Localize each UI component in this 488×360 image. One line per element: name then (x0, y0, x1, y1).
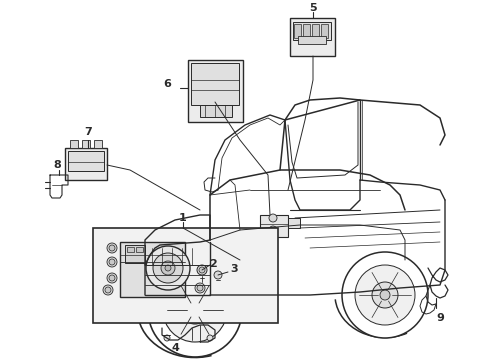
Bar (68, 151, 104, 171)
Bar (94, 140, 102, 148)
Circle shape (197, 265, 206, 275)
Bar (191, 63, 239, 105)
Circle shape (214, 271, 222, 279)
Bar (70, 140, 78, 148)
Circle shape (105, 287, 111, 293)
Bar (289, 18, 334, 56)
Bar (297, 36, 325, 44)
Bar (293, 24, 301, 38)
Circle shape (107, 257, 117, 267)
Circle shape (153, 253, 183, 283)
Circle shape (109, 245, 115, 251)
Circle shape (161, 261, 175, 275)
Circle shape (103, 285, 113, 295)
Bar (303, 24, 309, 38)
Bar (65, 148, 107, 180)
Bar (82, 140, 90, 148)
Circle shape (195, 283, 204, 293)
Bar (287, 218, 299, 228)
Text: 4: 4 (171, 343, 179, 353)
Circle shape (164, 265, 171, 271)
Bar (152, 248, 202, 265)
Bar (93, 228, 278, 323)
Circle shape (146, 246, 190, 290)
Circle shape (109, 275, 115, 281)
Bar (125, 245, 145, 263)
Circle shape (148, 263, 242, 357)
Circle shape (371, 282, 397, 308)
Text: 1: 1 (179, 213, 186, 223)
Circle shape (181, 296, 208, 324)
Text: 2: 2 (209, 259, 217, 269)
Circle shape (379, 290, 389, 300)
Circle shape (341, 252, 427, 338)
Circle shape (199, 267, 204, 273)
Circle shape (206, 335, 213, 341)
Circle shape (163, 335, 170, 341)
Circle shape (107, 273, 117, 283)
Text: 3: 3 (230, 264, 237, 274)
Bar (120, 242, 184, 297)
Bar (292, 22, 330, 40)
Circle shape (197, 285, 203, 291)
Bar (260, 215, 287, 237)
Circle shape (268, 214, 276, 222)
Text: 6: 6 (163, 79, 171, 89)
Text: 9: 9 (435, 313, 443, 323)
Text: 8: 8 (53, 160, 61, 170)
Circle shape (107, 243, 117, 253)
Text: 7: 7 (84, 127, 92, 137)
Bar (187, 60, 243, 122)
Bar (127, 247, 134, 252)
Bar (200, 105, 231, 117)
Circle shape (163, 278, 226, 342)
Bar (320, 24, 327, 38)
Bar (136, 247, 142, 252)
Circle shape (354, 265, 414, 325)
Text: 5: 5 (308, 3, 316, 13)
Circle shape (189, 304, 201, 316)
Circle shape (268, 226, 276, 234)
Bar (311, 24, 318, 38)
Circle shape (109, 259, 115, 265)
